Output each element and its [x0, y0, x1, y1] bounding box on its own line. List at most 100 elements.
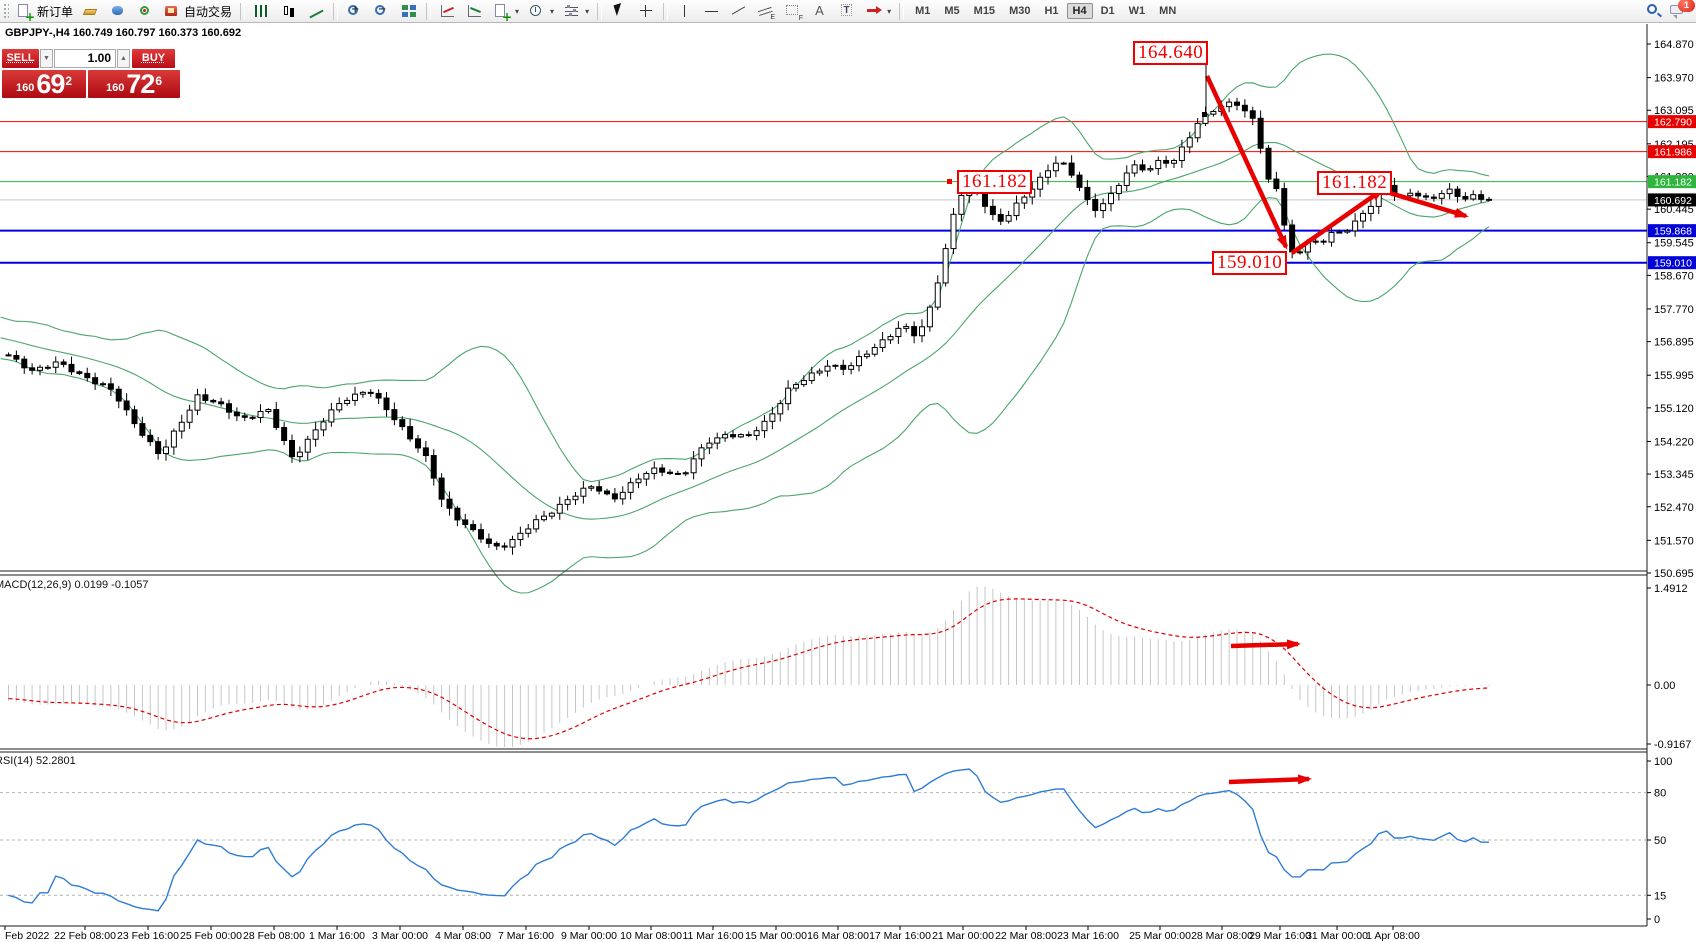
drawn-arrow — [1290, 188, 1385, 255]
cursor-button[interactable] — [606, 2, 632, 21]
drawn-arrow — [1204, 75, 1289, 250]
candle-body — [856, 356, 862, 367]
candle-body — [525, 528, 532, 534]
volume-increase-stepper[interactable]: ▲ — [117, 49, 130, 68]
tile-windows-button[interactable] — [396, 2, 422, 21]
candle-body — [509, 539, 516, 548]
buy-price-point: 6 — [155, 74, 163, 88]
indicator-window-button[interactable] — [462, 2, 488, 21]
tf-button-h1[interactable]: H1 — [1044, 5, 1059, 17]
volume-decrease-stepper[interactable]: ▼ — [40, 49, 53, 68]
toolbar-grip[interactable] — [4, 3, 9, 19]
candle-body — [1005, 215, 1012, 222]
candle-body — [1265, 147, 1272, 180]
candle-body — [1210, 110, 1217, 115]
price-badge — [1648, 256, 1696, 270]
candle-body — [5, 354, 12, 357]
candle-body — [698, 447, 705, 460]
period-button[interactable]: ▾ — [524, 2, 558, 21]
candle-body — [785, 387, 792, 405]
text-button[interactable] — [807, 2, 833, 21]
candle-body — [123, 400, 130, 411]
gold-button[interactable] — [78, 2, 104, 21]
candle-body — [1328, 232, 1335, 243]
price-badge-label: 162.790 — [1654, 117, 1692, 129]
tf-button-h4[interactable]: H4 — [1066, 3, 1093, 19]
candle-body — [635, 478, 642, 484]
candle-body — [312, 429, 319, 440]
tf-button-m15[interactable]: M15 — [973, 5, 996, 17]
candle-body — [651, 467, 658, 474]
candle-body — [470, 524, 477, 531]
zoom-out-button[interactable] — [369, 2, 395, 21]
time-axis-label: 31 Mar 00:00 — [1306, 930, 1368, 942]
trendline-button[interactable] — [726, 2, 752, 21]
time-axis-label: Feb 2022 — [5, 930, 50, 942]
candle-body — [1178, 146, 1185, 162]
new-chart-button[interactable]: ▾ — [489, 2, 523, 23]
new-order-icon — [16, 3, 35, 23]
search-icon[interactable] — [1646, 3, 1664, 19]
arrow-tools-button[interactable]: ▾ — [861, 2, 895, 21]
macd-signal-line — [8, 598, 1490, 740]
time-axis-label: 22 Mar 08:00 — [995, 930, 1057, 942]
grid-button[interactable] — [780, 2, 806, 22]
candle-body — [147, 434, 154, 443]
tf-button-m1[interactable]: M1 — [915, 5, 931, 17]
candle-body — [848, 365, 855, 370]
new-order-button[interactable]: 新订单 — [12, 2, 77, 23]
price-axis-tick: 153.345 — [1654, 469, 1694, 481]
candle-body — [76, 371, 83, 374]
candle-body — [501, 545, 508, 548]
chart-settings-button[interactable]: ▾ — [559, 2, 593, 21]
annotation-price-label[interactable]: 164.640 — [1133, 41, 1209, 65]
tf-button-m30[interactable]: M30 — [1009, 5, 1031, 17]
candle-body — [745, 434, 752, 437]
fibonacci-button[interactable] — [753, 2, 779, 21]
candle-body — [556, 503, 563, 514]
bollinger-lower-band — [0, 197, 1490, 594]
buy-price[interactable]: 160 72 6 — [88, 70, 180, 98]
bar-chart-button[interactable] — [249, 2, 275, 21]
time-axis-label: 1 Apr 08:00 — [1366, 930, 1420, 942]
time-axis-label: 4 Mar 08:00 — [435, 930, 491, 942]
toolbar-separator — [333, 2, 339, 20]
vertical-line-button[interactable] — [672, 2, 698, 21]
trendline-icon — [730, 3, 748, 19]
indicator-list-button[interactable] — [435, 2, 461, 21]
price-badge — [1648, 175, 1696, 189]
candle-body — [367, 391, 374, 394]
crosshair-button[interactable] — [633, 2, 659, 21]
annotation-price-label[interactable]: 159.010 — [1212, 251, 1288, 275]
annotation-price-label[interactable]: 161.182 — [1317, 171, 1393, 195]
notifications-button[interactable]: 1 — [1670, 0, 1695, 21]
tf-button-d1[interactable]: D1 — [1100, 5, 1115, 17]
time-axis-label: 17 Mar 16:00 — [869, 930, 931, 942]
line-chart-button[interactable] — [303, 2, 329, 21]
tf-button-w1[interactable]: W1 — [1128, 5, 1146, 17]
candle-body — [926, 306, 933, 328]
text-label-button[interactable] — [834, 2, 860, 21]
candle-body — [1312, 240, 1319, 243]
candle-body — [178, 421, 185, 432]
zoom-in-button[interactable] — [342, 2, 368, 21]
candle-body — [1249, 110, 1256, 119]
price-axis-tick: 152.470 — [1654, 502, 1694, 514]
auto-trading-button[interactable]: 自动交易 — [159, 2, 236, 21]
community-button[interactable] — [105, 2, 131, 21]
candle-body — [438, 477, 445, 500]
tf-button-mn[interactable]: MN — [1159, 5, 1177, 17]
candle-body — [572, 495, 579, 501]
sell-price[interactable]: 160 69 2 — [2, 70, 86, 98]
volume-input[interactable] — [54, 49, 116, 68]
signals-button[interactable] — [132, 2, 158, 21]
toolbar-separator — [240, 2, 246, 20]
sell-button[interactable]: SELL — [2, 49, 39, 68]
horizontal-line-button[interactable] — [699, 2, 725, 21]
tf-button-m5[interactable]: M5 — [944, 5, 960, 17]
buy-button[interactable]: BUY — [132, 49, 175, 68]
line-chart-icon — [307, 3, 325, 19]
annotation-price-label[interactable]: 161.182 — [957, 170, 1033, 194]
candlestick-button[interactable] — [276, 2, 302, 21]
